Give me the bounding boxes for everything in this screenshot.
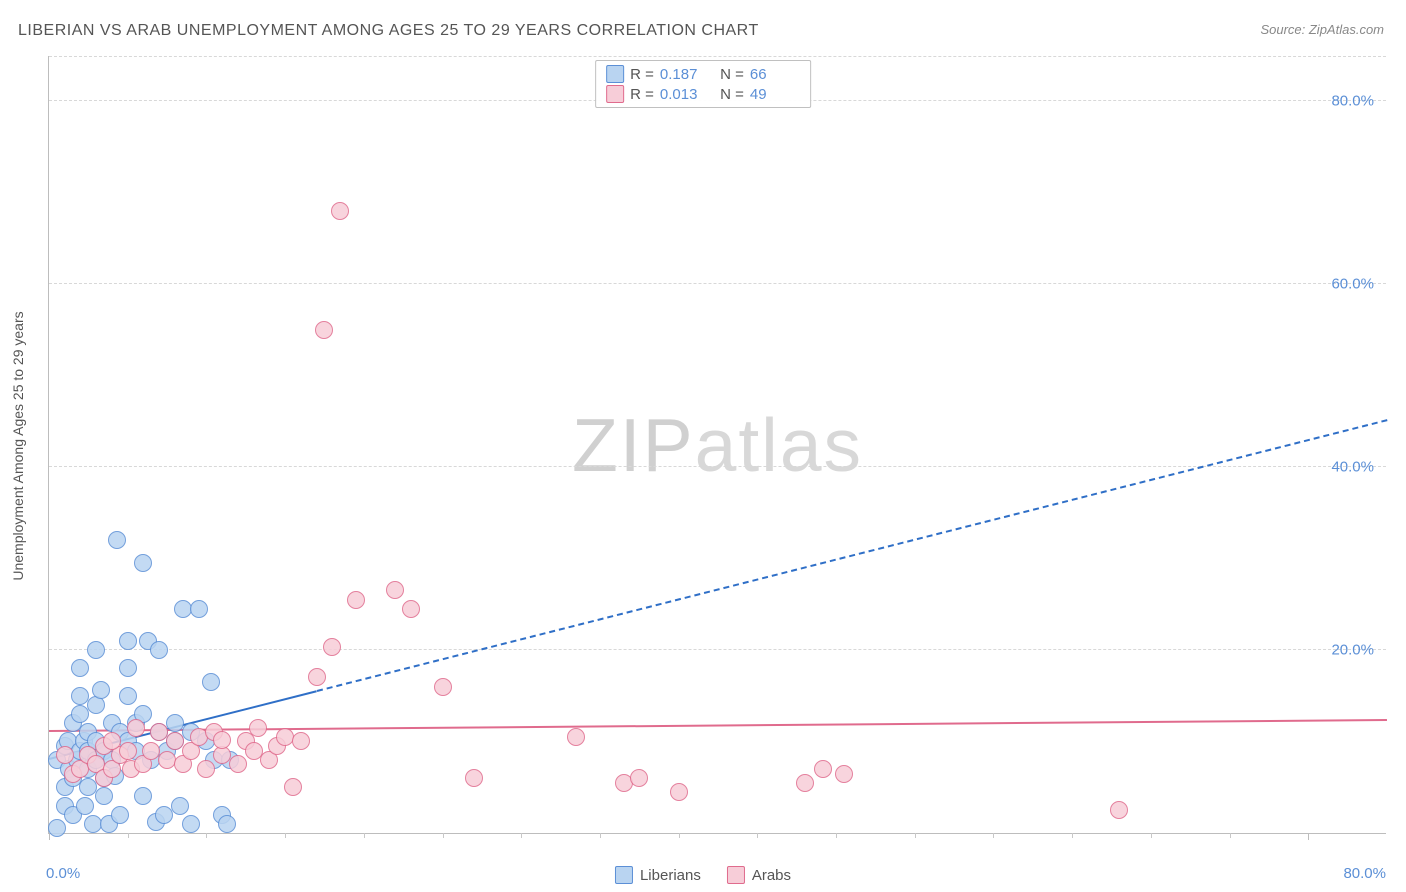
x-tick-minor [993, 833, 994, 838]
x-tick-minor [757, 833, 758, 838]
x-tick-minor [915, 833, 916, 838]
x-tick-minor [443, 833, 444, 838]
data-point [630, 769, 648, 787]
data-point [323, 638, 341, 656]
data-point [182, 815, 200, 833]
data-point [308, 668, 326, 686]
legend-r-value: 0.013 [660, 86, 710, 103]
data-point [567, 728, 585, 746]
data-point [434, 678, 452, 696]
x-tick-minor [128, 833, 129, 838]
data-point [796, 774, 814, 792]
x-tick-label-min: 0.0% [46, 865, 80, 882]
x-tick-minor [206, 833, 207, 838]
gridline [49, 283, 1386, 284]
data-point [108, 531, 126, 549]
data-point [814, 760, 832, 778]
gridline [49, 466, 1386, 467]
series-legend: Liberians Arabs [615, 866, 791, 884]
data-point [218, 815, 236, 833]
data-point [134, 554, 152, 572]
data-point [92, 681, 110, 699]
data-point [835, 765, 853, 783]
legend-r-label: R = [630, 86, 654, 103]
data-point [202, 673, 220, 691]
correlation-legend: R = 0.187 N = 66R = 0.013 N = 49 [595, 60, 811, 108]
legend-item: Arabs [727, 866, 791, 884]
legend-row: R = 0.187 N = 66 [606, 64, 800, 84]
data-point [249, 719, 267, 737]
data-point [1110, 801, 1128, 819]
legend-n-label: N = [716, 66, 744, 83]
y-tick-label: 40.0% [1331, 458, 1374, 475]
regression-line [316, 419, 1387, 692]
y-tick-label: 80.0% [1331, 92, 1374, 109]
legend-swatch [615, 866, 633, 884]
x-tick-minor [1072, 833, 1073, 838]
chart-title: LIBERIAN VS ARAB UNEMPLOYMENT AMONG AGES… [18, 22, 759, 40]
x-tick-minor [285, 833, 286, 838]
data-point [56, 746, 74, 764]
data-point [119, 687, 137, 705]
data-point [111, 806, 129, 824]
y-tick-label: 20.0% [1331, 641, 1374, 658]
y-tick-label: 60.0% [1331, 275, 1374, 292]
data-point [213, 731, 231, 749]
data-point [347, 591, 365, 609]
data-point [87, 641, 105, 659]
watermark: ZIPatlas [572, 402, 863, 488]
legend-swatch [606, 85, 624, 103]
data-point [331, 202, 349, 220]
data-point [284, 778, 302, 796]
data-point [127, 719, 145, 737]
x-tick-minor [364, 833, 365, 838]
legend-item-label: Arabs [752, 867, 791, 884]
x-tick-minor [1230, 833, 1231, 838]
legend-r-label: R = [630, 66, 654, 83]
y-axis-title: Unemployment Among Ages 25 to 29 years [10, 311, 26, 580]
data-point [465, 769, 483, 787]
legend-row: R = 0.013 N = 49 [606, 84, 800, 104]
legend-item-label: Liberians [640, 867, 701, 884]
x-tick-minor [600, 833, 601, 838]
data-point [386, 581, 404, 599]
data-point [670, 783, 688, 801]
gridline [49, 56, 1386, 57]
data-point [71, 659, 89, 677]
legend-swatch [727, 866, 745, 884]
source-attribution: Source: ZipAtlas.com [1260, 22, 1384, 37]
gridline [49, 649, 1386, 650]
data-point [119, 742, 137, 760]
legend-n-value: 49 [750, 86, 800, 103]
data-point [315, 321, 333, 339]
legend-n-value: 66 [750, 66, 800, 83]
data-point [292, 732, 310, 750]
data-point [190, 600, 208, 618]
x-tick-label-max: 80.0% [1343, 865, 1386, 882]
legend-swatch [606, 65, 624, 83]
legend-n-label: N = [716, 86, 744, 103]
x-tick-minor [521, 833, 522, 838]
data-point [171, 797, 189, 815]
data-point [95, 787, 113, 805]
scatter-plot-area: ZIPatlas 20.0% 40.0% 60.0% 80.0% [48, 56, 1386, 834]
x-tick-minor [1151, 833, 1152, 838]
data-point [402, 600, 420, 618]
x-tick-minor [679, 833, 680, 838]
data-point [134, 787, 152, 805]
data-point [197, 760, 215, 778]
data-point [119, 632, 137, 650]
x-tick-minor [836, 833, 837, 838]
data-point [76, 797, 94, 815]
data-point [119, 659, 137, 677]
data-point [150, 641, 168, 659]
data-point [48, 819, 66, 837]
x-tick-major [1308, 833, 1309, 840]
data-point [229, 755, 247, 773]
legend-item: Liberians [615, 866, 701, 884]
legend-r-value: 0.187 [660, 66, 710, 83]
